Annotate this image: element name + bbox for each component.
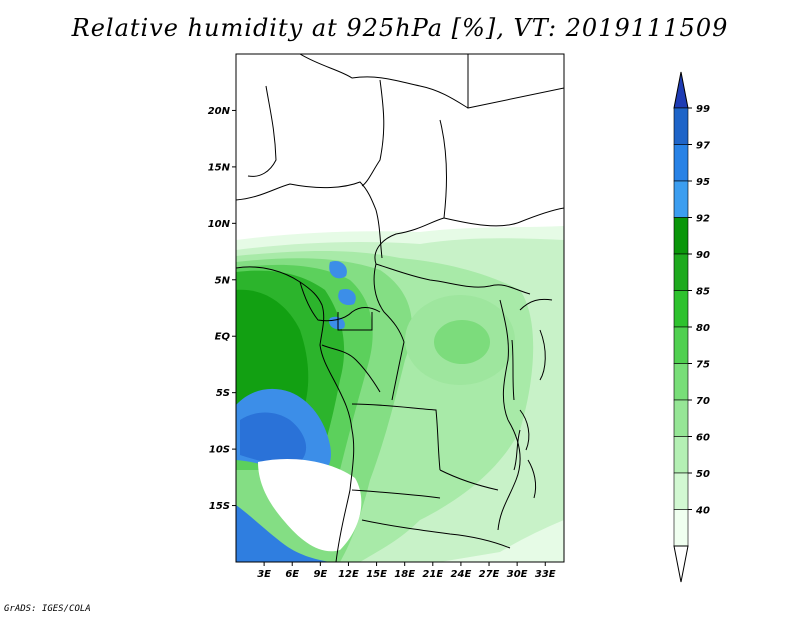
colorbar-top-arrow — [673, 71, 689, 109]
colorbar-segment — [673, 253, 689, 291]
colorbar-segment — [673, 363, 689, 401]
colorbar-segment — [673, 509, 689, 547]
lon-tick-label: 30E — [507, 569, 528, 580]
lon-tick-label: 18E — [394, 569, 415, 580]
colorbar-label: 97 — [696, 141, 710, 152]
lon-tick-label: 24E — [451, 569, 472, 580]
country-boundaries — [236, 54, 564, 562]
colorbar-label: 90 — [696, 250, 710, 261]
lon-tick-label: 9E — [313, 569, 327, 580]
colorbar-label: 99 — [696, 104, 710, 115]
colorbar-bottom-arrow — [673, 545, 689, 583]
colorbar-label: 40 — [695, 506, 710, 517]
colorbar-segment — [673, 472, 689, 510]
lon-tick-label: 3E — [257, 569, 271, 580]
colorbar-label: 95 — [696, 177, 710, 188]
colorbar-label: 85 — [696, 287, 710, 298]
lon-tick-label: 12E — [338, 569, 359, 580]
lat-tick-label: 15S — [209, 501, 230, 512]
colorbar-label: 92 — [696, 214, 710, 225]
lat-tick-label: 15N — [208, 162, 231, 173]
contour-97 — [236, 505, 330, 562]
lat-tick-label: EQ — [215, 332, 231, 343]
longitude-axis: 3E 6E 9E 12E 15E 18E 21E 24E 27E 30E 33E — [257, 562, 556, 580]
contour-92 — [236, 289, 309, 420]
lat-tick-label: 10S — [209, 445, 230, 456]
colorbar-segment — [673, 107, 689, 145]
lat-tick-label: 5N — [215, 275, 231, 286]
humidity-field — [236, 54, 564, 562]
colorbar-label: 80 — [696, 323, 710, 334]
lon-tick-label: 15E — [366, 569, 387, 580]
dry-area — [258, 458, 362, 552]
lat-tick-label: 20N — [208, 106, 231, 117]
map-frame — [235, 53, 565, 563]
lon-tick-label: 21E — [422, 569, 443, 580]
colorbar-segment — [673, 144, 689, 182]
credit-text: GrADS: IGES/COLA — [4, 604, 91, 614]
latitude-axis: 20N 15N 10N 5N EQ 5S 10S 15S — [208, 106, 236, 512]
colorbar-segment — [673, 399, 689, 437]
colorbar-segment — [673, 290, 689, 328]
lat-tick-label: 5S — [216, 388, 230, 399]
lon-tick-label: 33E — [535, 569, 556, 580]
colorbar-segment — [673, 436, 689, 474]
colorbar-label: 70 — [696, 396, 710, 407]
lon-tick-label: 6E — [285, 569, 299, 580]
colorbar-label: 50 — [696, 469, 710, 480]
colorbar-segment — [673, 217, 689, 255]
colorbar: 99 97 95 92 90 85 80 75 70 60 50 40 — [673, 71, 710, 583]
lakes — [511, 339, 537, 499]
colorbar-segment — [673, 180, 689, 218]
lon-tick-label: 27E — [479, 569, 500, 580]
lat-tick-label: 10N — [208, 219, 231, 230]
colorbar-label: 75 — [696, 360, 710, 371]
colorbar-label: 60 — [696, 433, 710, 444]
colorbar-segment — [673, 326, 689, 364]
chart-title: Relative humidity at 925hPa [%], VT: 201… — [71, 14, 729, 42]
